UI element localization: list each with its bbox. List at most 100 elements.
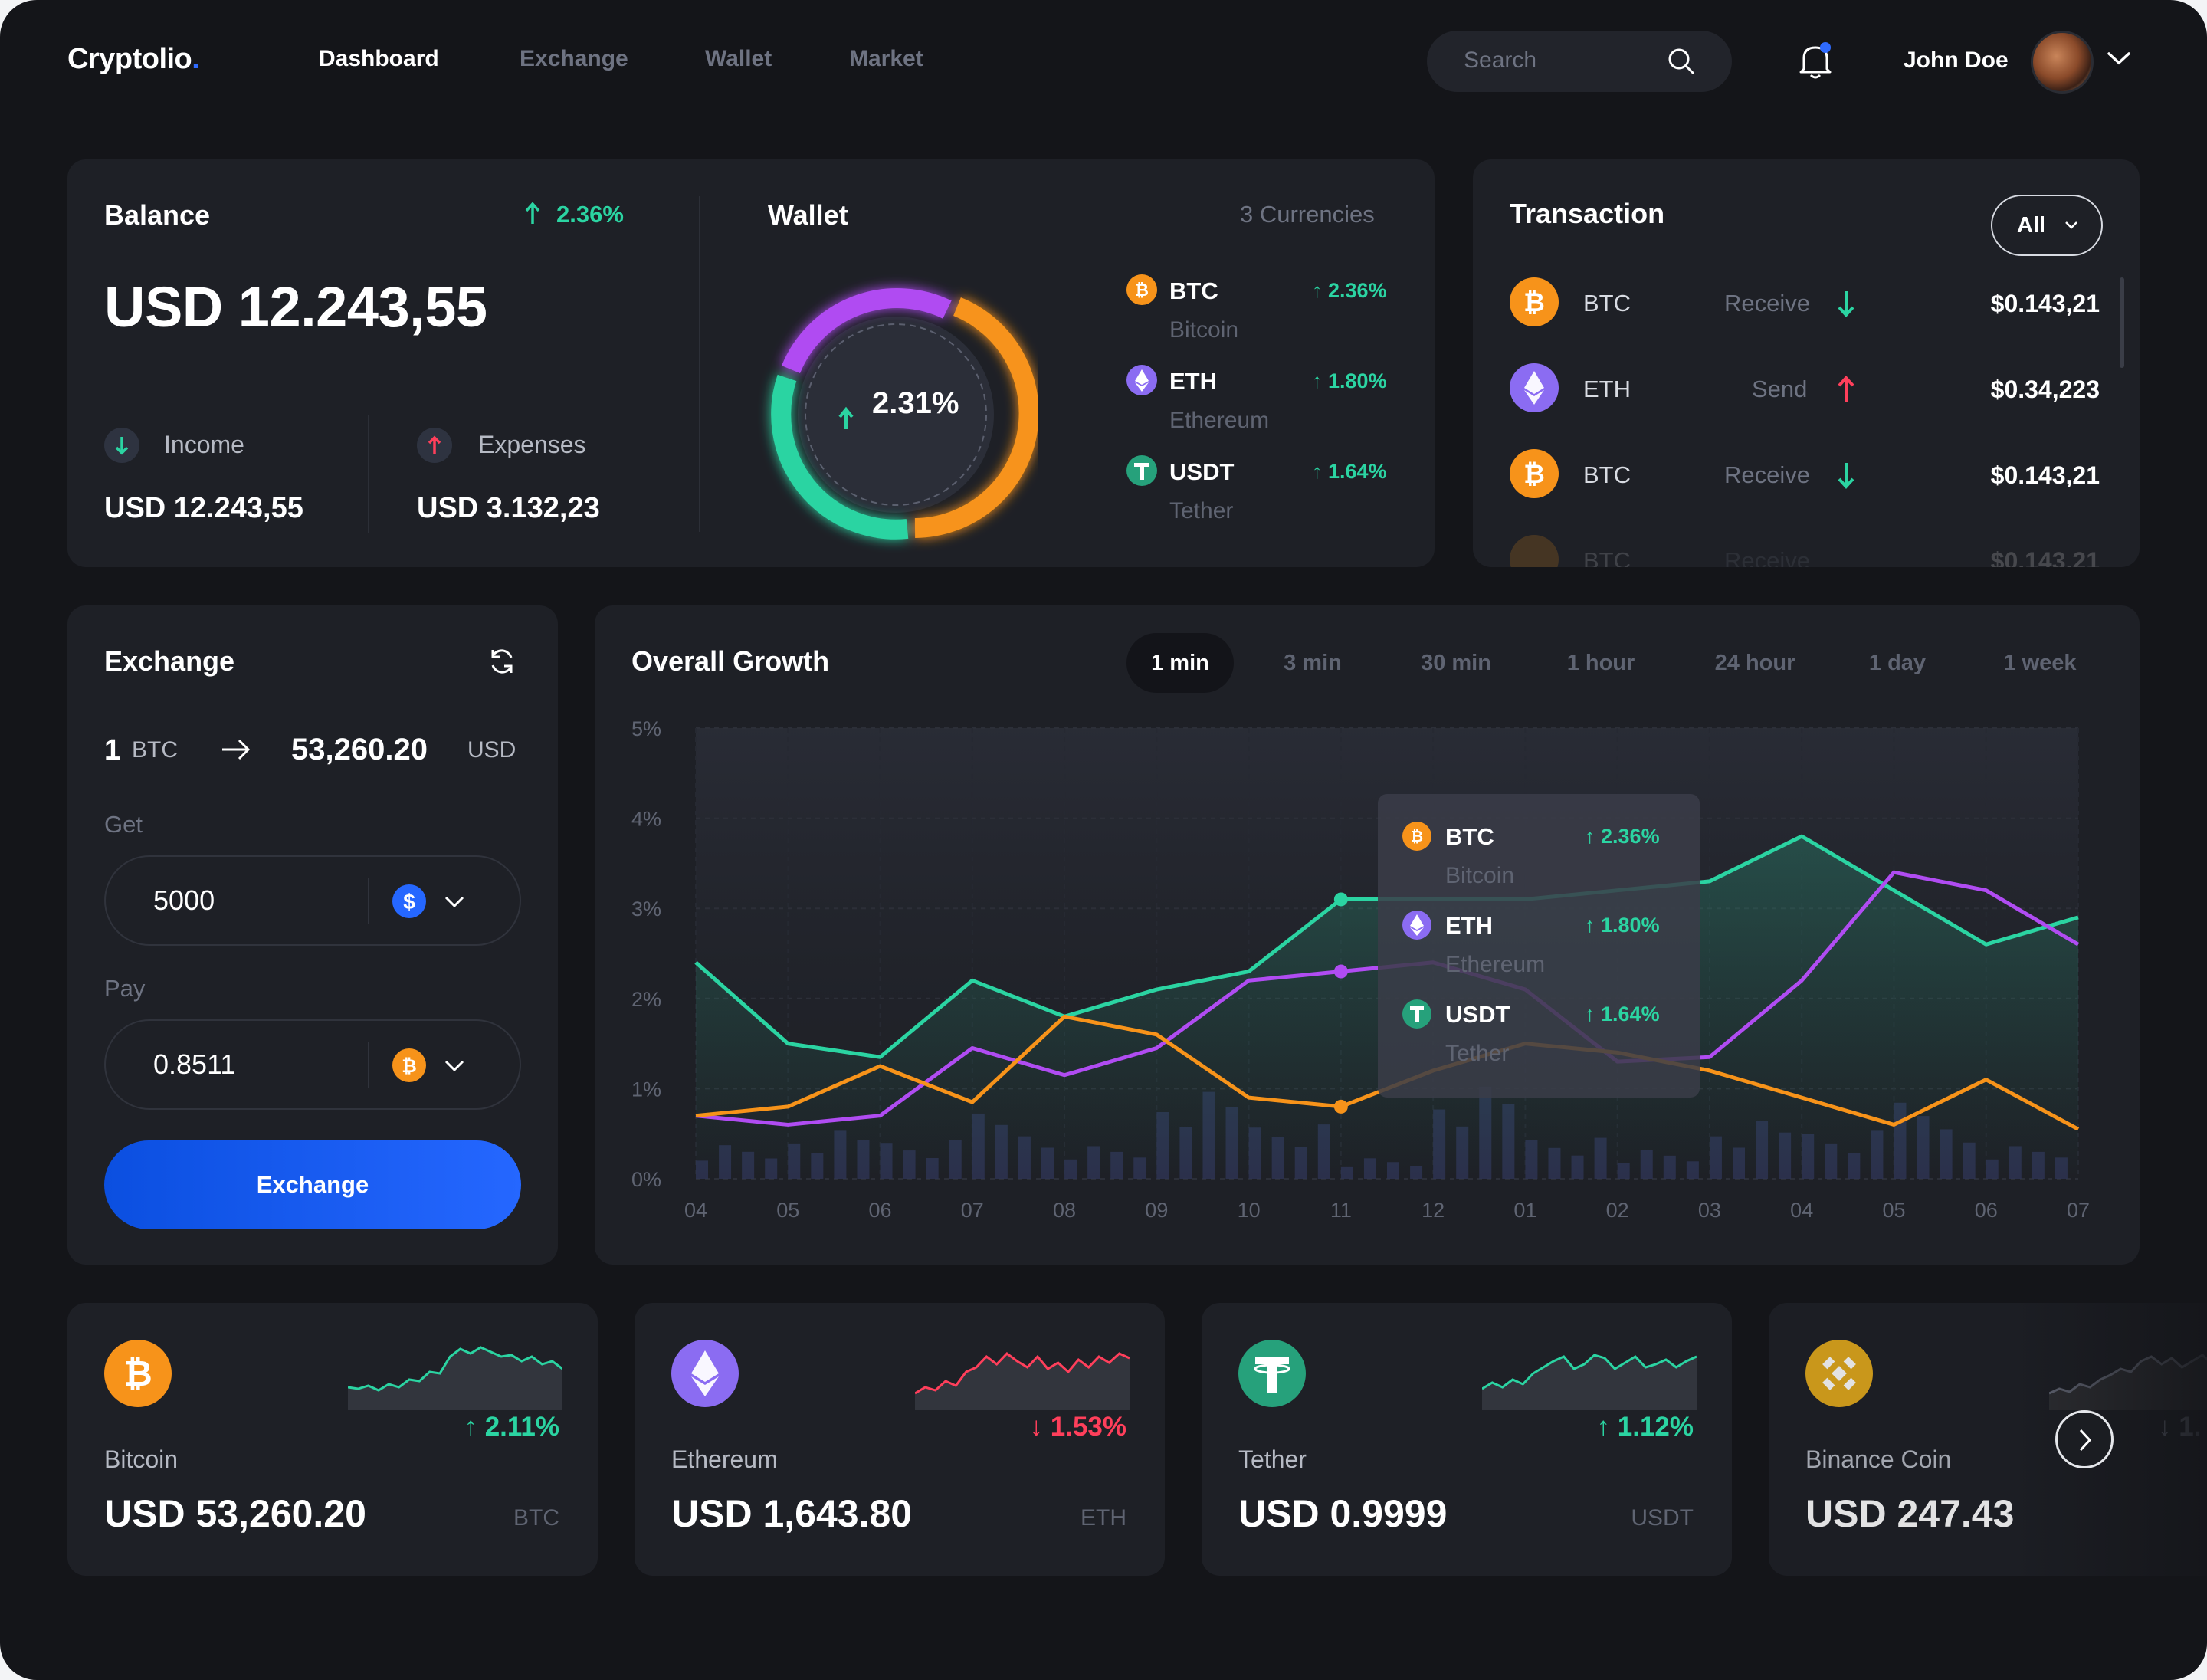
transaction-card [1473, 159, 2140, 567]
market-card-bitcoin[interactable]: ₿ ↑ 2.11% Bitcoin USD 53,260.20 BTC [67, 1303, 598, 1576]
balance-wallet-card [67, 159, 1435, 567]
dollar-icon[interactable]: $ [392, 884, 426, 918]
bitcoin-icon: ₿ [104, 1340, 172, 1407]
nav-market[interactable]: Market [849, 46, 923, 71]
exchange-title: Exchange [104, 645, 235, 677]
sparkline-area [915, 1354, 1130, 1410]
nav-dashboard[interactable]: Dashboard [319, 46, 439, 71]
user-name[interactable]: John Doe [1904, 48, 2009, 73]
filter-value: All [2017, 213, 2046, 238]
svg-text:₿: ₿ [1523, 460, 1545, 489]
x-tick-label: 03 [1698, 1199, 1721, 1222]
x-tick-label: 02 [1606, 1199, 1629, 1222]
wallet-title: Wallet [768, 199, 848, 231]
sparkline-line [1482, 1354, 1697, 1390]
transaction-symbol: BTC [1583, 547, 1631, 567]
user-avatar[interactable] [2031, 31, 2094, 94]
market-coin-symbol: USDT [1631, 1505, 1694, 1531]
tether-icon [1238, 1340, 1306, 1407]
transaction-row[interactable]: ₿ BTC Receive $0.143,21 [1510, 277, 2100, 339]
transaction-amount: $0.143,21 [1990, 290, 2100, 317]
chevron-down-icon[interactable] [2106, 49, 2132, 67]
get-amount-value[interactable]: 5000 [153, 884, 215, 916]
arrow-right-icon [222, 739, 251, 760]
field-divider [368, 878, 369, 924]
arrow-down-icon [1838, 463, 1854, 489]
tab-1-week[interactable]: 1 week [2003, 651, 2077, 675]
x-tick-label: 07 [2067, 1199, 2090, 1222]
balance-change: 2.36% [556, 201, 624, 228]
ethereum-icon [671, 1340, 739, 1407]
ethereum-icon [1126, 365, 1157, 395]
sparkline-line [348, 1346, 562, 1392]
y-tick-label: 5% [631, 717, 661, 740]
sparkline-line [915, 1351, 1130, 1395]
bitcoin-icon: ₿ [1402, 822, 1431, 851]
tab-3-min[interactable]: 3 min [1284, 651, 1342, 675]
transaction-amount: $0.143,21 [1990, 547, 2100, 567]
bitcoin-icon [1510, 535, 1559, 567]
tooltip-coin-name: Ethereum [1445, 952, 1546, 977]
transaction-row[interactable]: ₿ BTC Receive $0.143,21 [1510, 449, 2100, 510]
tooltip-coin-symbol: ETH [1445, 912, 1493, 939]
chevron-down-icon[interactable] [443, 1058, 466, 1075]
tab-30-min[interactable]: 30 min [1421, 651, 1491, 675]
bitcoin-icon[interactable]: ₿ [392, 1048, 426, 1082]
transaction-scrollbar[interactable] [2120, 277, 2124, 368]
chevron-down-icon[interactable] [443, 894, 466, 911]
wallet-coin-symbol: ETH [1169, 368, 1217, 395]
tab-1-min[interactable]: 1 min [1126, 633, 1234, 693]
exchange-button[interactable]: Exchange [104, 1140, 521, 1229]
search-icon[interactable] [1666, 46, 1697, 77]
tooltip-coin-change: ↑ 2.36% [1585, 825, 1660, 848]
nav-wallet[interactable]: Wallet [705, 46, 772, 71]
transaction-type: Receive [1724, 461, 1810, 488]
transaction-symbol: BTC [1583, 290, 1631, 317]
get-amount-field[interactable]: 5000 $ [104, 855, 521, 946]
refresh-icon[interactable] [486, 645, 518, 678]
tab-24-hour[interactable]: 24 hour [1714, 651, 1795, 675]
usdt-marker [1333, 892, 1348, 907]
tab-1-day[interactable]: 1 day [1868, 651, 1927, 675]
x-tick-label: 05 [1882, 1199, 1905, 1222]
x-tick-label: 10 [1238, 1199, 1261, 1222]
svg-text:₿: ₿ [402, 1056, 417, 1077]
market-card-ethereum[interactable]: ↓ 1.53% Ethereum USD 1,643.80 ETH [635, 1303, 1165, 1576]
y-tick-label: 1% [631, 1078, 661, 1101]
tab-1-hour[interactable]: 1 hour [1566, 651, 1635, 675]
transaction-filter-dropdown[interactable]: All [1991, 195, 2103, 256]
income-icon [104, 428, 139, 463]
growth-line-chart: 0% 1% 2% 3% 4% 5% 04 05 06 07 08 09 10 11 12 01 02 03 04 05… [631, 717, 2090, 1222]
wallet-coin-name: Tether [1169, 498, 1234, 523]
x-tick-label: 01 [1513, 1199, 1536, 1222]
market-coin-name: Binance Coin [1805, 1445, 1952, 1473]
transaction-row[interactable]: BTC Receive $0.143,21 [1510, 535, 2100, 567]
y-tick-label: 0% [631, 1168, 661, 1191]
search-bar[interactable]: Search [1427, 31, 1732, 92]
market-coin-symbol: ETH [1081, 1505, 1126, 1531]
transaction-row[interactable]: ETH Send $0.34,223 [1510, 363, 2100, 425]
wallet-coin-change: ↑ 1.64% [1312, 460, 1387, 483]
pay-amount-field[interactable]: 0.8511 ₿ [104, 1019, 521, 1110]
market-coin-price: USD 53,260.20 [104, 1492, 366, 1535]
search-placeholder: Search [1464, 48, 1537, 73]
transaction-type: Send [1752, 376, 1808, 402]
rate-value: 53,260.20 [291, 733, 428, 766]
bitcoin-icon: ₿ [1126, 274, 1157, 305]
brand-logo[interactable]: Cryptolio. [67, 43, 200, 75]
binance-coin-icon [1805, 1340, 1873, 1407]
chart-tooltip: ₿ BTC Bitcoin ↑ 2.36% ETH Ethereum ↑ 1.8… [1378, 794, 1700, 1098]
wallet-coin-name: Bitcoin [1169, 317, 1239, 343]
nav-exchange[interactable]: Exchange [520, 46, 628, 71]
carousel-next-button[interactable] [2055, 1410, 2114, 1468]
notification-bell-icon[interactable] [1798, 40, 1833, 81]
eth-marker [1333, 964, 1348, 979]
svg-text:₿: ₿ [1523, 288, 1545, 317]
ethereum-icon [1402, 911, 1431, 940]
market-card-tether[interactable]: ↑ 1.12% Tether USD 0.9999 USDT [1202, 1303, 1732, 1576]
market-coin-price: USD 1,643.80 [671, 1492, 913, 1535]
divider [699, 196, 700, 532]
pay-amount-value[interactable]: 0.8511 [153, 1048, 236, 1080]
tether-icon [1402, 999, 1431, 1029]
